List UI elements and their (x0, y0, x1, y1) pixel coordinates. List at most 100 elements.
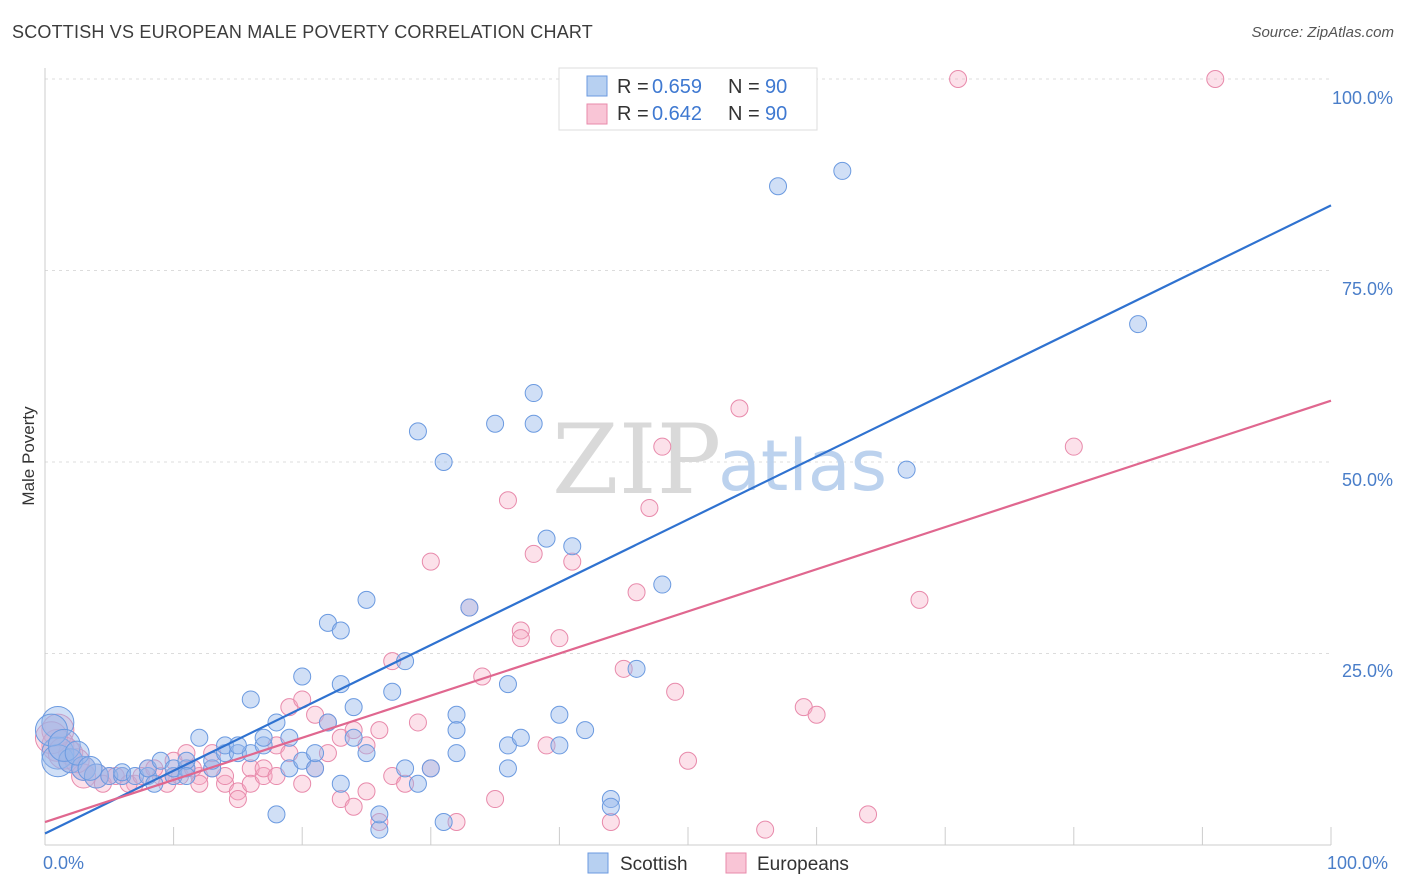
europeans-point (498, 491, 517, 510)
europeans-point (318, 744, 337, 763)
y-tick-label-50: 50.0% (1342, 470, 1393, 490)
europeans-point (627, 583, 646, 602)
y-tick-label-100: 100.0% (1332, 88, 1393, 108)
scottish-point (241, 690, 260, 709)
europeans-point (370, 813, 389, 832)
scottish-point (524, 414, 543, 433)
scottish-point (370, 805, 389, 824)
scottish-point (1129, 315, 1148, 334)
scottish-point (396, 759, 415, 778)
europeans-point (177, 744, 196, 763)
scottish-point (357, 744, 376, 763)
scottish-point (370, 820, 389, 839)
scottish-point (47, 728, 81, 762)
scottish-point (563, 537, 582, 556)
scottish-point (447, 744, 466, 763)
scottish-point (576, 721, 595, 740)
x-tick-label-0: 0.0% (43, 853, 84, 873)
europeans-point (511, 621, 530, 640)
scottish-point (833, 161, 852, 180)
scottish-point (280, 728, 299, 747)
scottish-point (383, 682, 402, 701)
scottish-point (498, 675, 517, 694)
scottish-point (447, 705, 466, 724)
scottish-trend-line (44, 204, 1332, 835)
scottish-n-label: N = (728, 76, 760, 98)
x-axis-ticks (173, 827, 1332, 845)
europeans-point (807, 705, 826, 724)
scottish-point (267, 805, 286, 824)
series-legend: Scottish Europeans (587, 852, 849, 875)
europeans-legend-swatch (586, 103, 608, 125)
europeans-point (64, 748, 90, 774)
scottish-point (254, 728, 273, 747)
europeans-point (550, 629, 569, 648)
scottish-n-value: 90 (765, 76, 787, 98)
europeans-point (254, 767, 273, 786)
watermark-atlas: atlas (718, 425, 887, 507)
europeans-point (511, 629, 530, 648)
scottish-point (331, 621, 350, 640)
scottish-point (408, 774, 427, 793)
europeans-series-label: Europeans (757, 854, 849, 875)
europeans-point (601, 813, 620, 832)
europeans-point (145, 759, 164, 778)
europeans-point (408, 713, 427, 732)
europeans-point (756, 820, 775, 839)
scottish-point (486, 414, 505, 433)
europeans-n-value: 90 (765, 103, 787, 125)
y-tick-label-75: 75.0% (1342, 279, 1393, 299)
scottish-point (293, 667, 312, 686)
gridlines (45, 78, 1331, 654)
scottish-point (524, 384, 543, 403)
scottish-point (306, 759, 325, 778)
europeans-point (563, 552, 582, 571)
europeans-point (357, 782, 376, 801)
europeans-point (421, 552, 440, 571)
europeans-point (679, 751, 697, 770)
scottish-point (897, 460, 916, 479)
scottish-point (344, 698, 363, 717)
europeans-point (370, 721, 389, 740)
europeans-point (949, 70, 968, 88)
scottish-point (318, 713, 337, 732)
scottish-r-value: 0.659 (652, 76, 702, 98)
scottish-point (190, 728, 209, 747)
europeans-r-label: R = (617, 103, 649, 125)
europeans-point (344, 797, 363, 816)
scottish-point (434, 813, 453, 832)
europeans-point (910, 590, 929, 609)
scottish-point (357, 590, 376, 609)
stats-legend: R = 0.659 N = 90 R = 0.642 N = 90 (558, 67, 818, 131)
scottish-series-label: Scottish (620, 854, 688, 875)
scottish-point (344, 728, 363, 747)
europeans-point (1064, 437, 1083, 456)
scottish-point (769, 177, 788, 196)
scottish-point (550, 705, 569, 724)
europeans-point (293, 774, 312, 793)
scottish-point (83, 763, 109, 789)
y-axis-label: Male Poverty (19, 406, 38, 506)
europeans-point (859, 805, 878, 824)
scottish-point (601, 797, 620, 816)
x-tick-label-100: 100.0% (1327, 853, 1388, 873)
scottish-points (34, 70, 1148, 839)
europeans-r-value: 0.642 (652, 103, 702, 125)
europeans-trend-line (44, 399, 1332, 824)
scottish-point (331, 774, 350, 793)
europeans-point (228, 790, 247, 809)
europeans-point (396, 774, 415, 793)
scottish-point (447, 721, 466, 740)
europeans-point (653, 437, 672, 456)
scottish-point (653, 575, 672, 594)
europeans-point (537, 736, 556, 755)
scottish-r-label: R = (617, 76, 649, 98)
scottish-series-swatch (587, 852, 609, 874)
europeans-point (447, 813, 466, 832)
watermark-zip: ZIP (552, 404, 721, 516)
europeans-series-swatch (725, 852, 747, 874)
scottish-point (627, 659, 646, 678)
scottish-point (601, 790, 620, 809)
europeans-point (640, 498, 659, 517)
scottish-point (113, 767, 132, 786)
